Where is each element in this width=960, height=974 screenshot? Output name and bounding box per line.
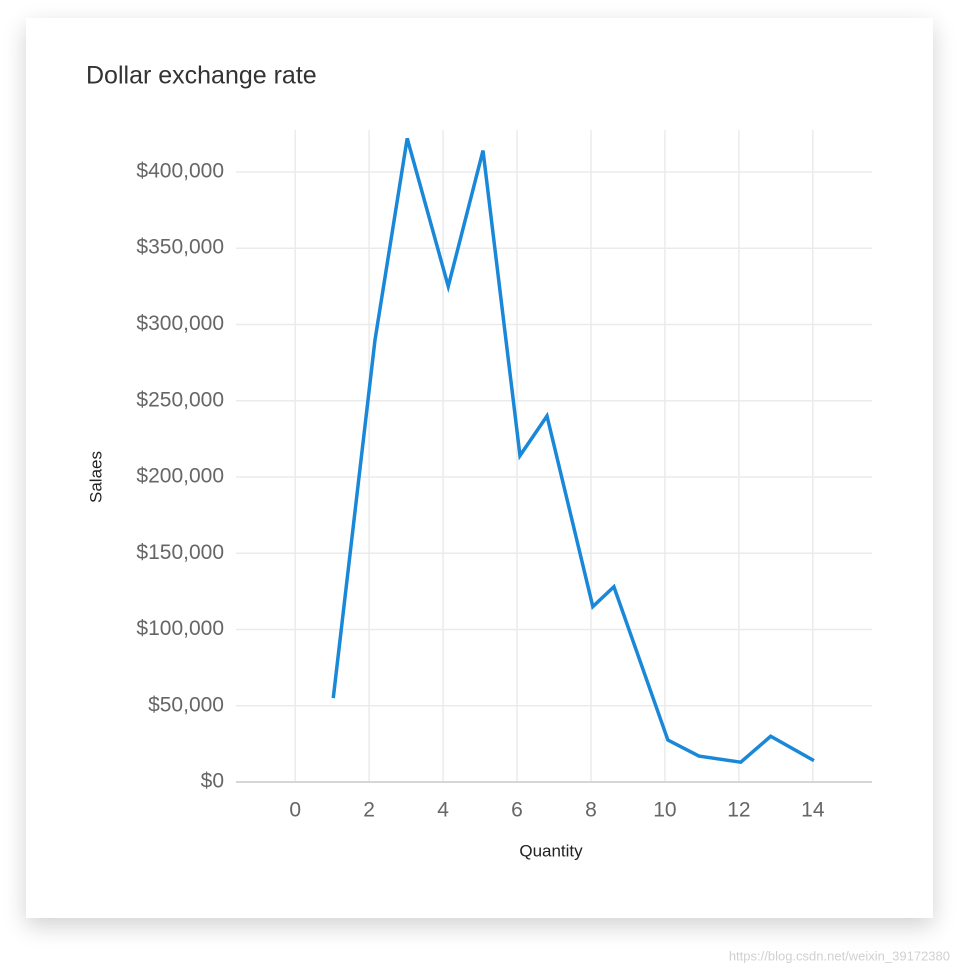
y-tick-label: $150,000 [136,541,224,564]
x-tick-label: 14 [801,799,825,822]
y-tick-label: $250,000 [136,388,224,411]
y-tick-label: $400,000 [136,159,224,182]
x-tick-label: 4 [437,799,449,822]
y-axis-title: Salaes [86,451,105,503]
watermark: https://blog.csdn.net/weixin_39172380 [729,948,950,963]
y-tick-label: $350,000 [136,236,224,259]
x-tick-label: 8 [585,799,597,822]
y-tick-label: $300,000 [136,312,224,335]
x-axis-title: Quantity [519,841,583,860]
y-tick-label: $50,000 [148,693,224,716]
y-tick-label: $0 [201,770,224,793]
x-tick-label: 10 [653,799,676,822]
x-tick-label: 0 [289,799,301,822]
x-tick-label: 2 [363,799,375,822]
chart-title: Dollar exchange rate [86,62,317,90]
x-tick-label: 12 [727,799,750,822]
y-tick-label: $200,000 [136,465,224,488]
x-tick-label: 6 [511,799,523,822]
line-series [331,137,815,765]
y-tick-label: $100,000 [136,617,224,640]
